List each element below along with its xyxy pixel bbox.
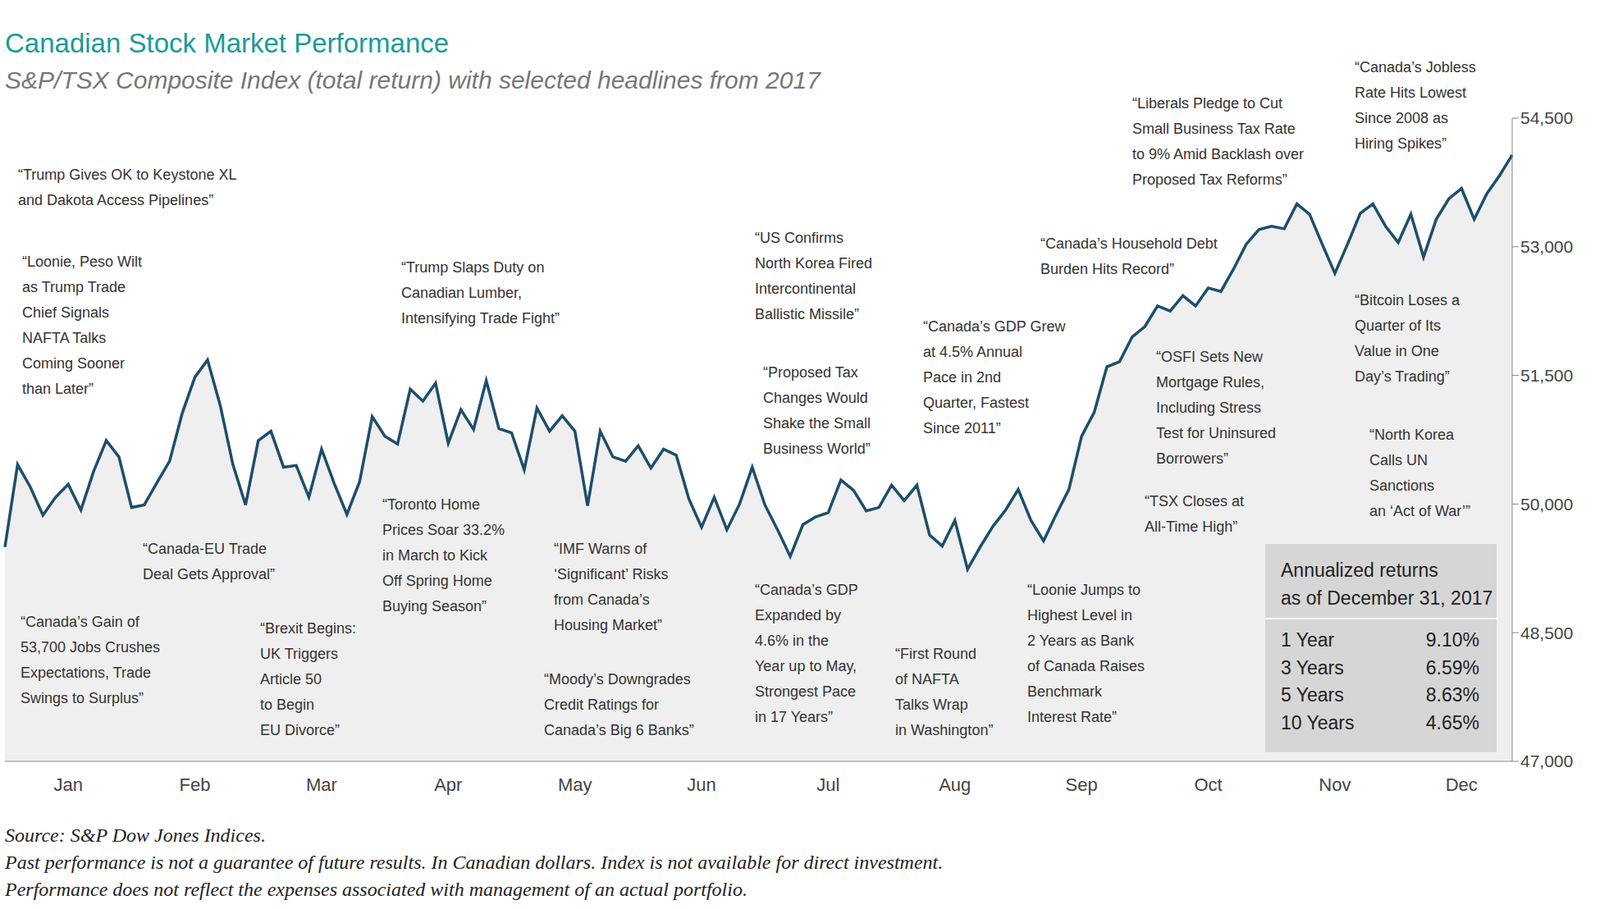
svg-text:53,000: 53,000	[1520, 237, 1573, 256]
svg-text:9.10%: 9.10%	[1426, 629, 1480, 651]
svg-text:“TSX Closes atAll-Time High”: “TSX Closes atAll-Time High”	[1144, 493, 1244, 535]
svg-text:“Canada’s Household DebtBurden: “Canada’s Household DebtBurden Hits Reco…	[1040, 235, 1218, 278]
svg-text:Jul: Jul	[816, 774, 840, 796]
svg-text:Past performance is not a guar: Past performance is not a guarantee of f…	[6, 851, 943, 874]
svg-text:“Canada’s GDP Grewat 4.5% Annu: “Canada’s GDP Grewat 4.5% AnnualPace in …	[923, 318, 1066, 437]
svg-text:May: May	[557, 774, 593, 796]
svg-text:1 Year: 1 Year	[1280, 629, 1335, 651]
svg-text:48,500: 48,500	[1520, 623, 1573, 643]
svg-text:“Brexit Begins:UK TriggersArti: “Brexit Begins:UK TriggersArticle 50to B…	[260, 620, 357, 739]
svg-text:Performance does not reflect t: Performance does not reflect the expense…	[6, 878, 748, 901]
svg-text:“Bitcoin Loses aQuarter of Its: “Bitcoin Loses aQuarter of ItsValue in O…	[1354, 292, 1461, 385]
svg-text:3 Years: 3 Years	[1280, 657, 1344, 679]
svg-text:“Trump Gives OK to Keystone XL: “Trump Gives OK to Keystone XLand Dakota…	[18, 166, 237, 209]
svg-text:Jan: Jan	[53, 774, 83, 796]
svg-text:“Loonie Jumps toHighest Level: “Loonie Jumps toHighest Level in2 Years …	[1027, 581, 1145, 726]
svg-text:“Toronto HomePrices Soar 33.2%: “Toronto HomePrices Soar 33.2%in March t…	[382, 496, 505, 615]
svg-text:“Trump Slaps Duty onCanadian L: “Trump Slaps Duty onCanadian Lumber,Inte…	[401, 259, 560, 327]
svg-text:54,500: 54,500	[1520, 108, 1573, 128]
svg-text:6.59%: 6.59%	[1426, 657, 1480, 679]
svg-text:Oct: Oct	[1193, 774, 1222, 796]
svg-text:8.63%: 8.63%	[1426, 684, 1480, 706]
svg-text:“North KoreaCalls UNSanctionsa: “North KoreaCalls UNSanctionsan ‘Act of …	[1369, 426, 1471, 520]
svg-text:47,000: 47,000	[1520, 751, 1573, 771]
svg-text:“Proposed TaxChanges WouldShak: “Proposed TaxChanges WouldShake the Smal…	[763, 364, 871, 458]
svg-text:Jun: Jun	[686, 774, 716, 796]
svg-text:4.65%: 4.65%	[1426, 712, 1480, 734]
svg-text:“OSFI Sets NewMortgage Rules,I: “OSFI Sets NewMortgage Rules,Including S…	[1156, 348, 1276, 467]
svg-text:as of December 31, 2017: as of December 31, 2017	[1280, 587, 1493, 609]
svg-text:Nov: Nov	[1318, 774, 1351, 796]
svg-text:Apr: Apr	[434, 774, 462, 796]
svg-text:Aug: Aug	[938, 774, 971, 796]
svg-text:50,000: 50,000	[1520, 494, 1573, 514]
svg-text:Mar: Mar	[306, 774, 338, 796]
svg-text:Dec: Dec	[1445, 774, 1478, 796]
svg-text:5 Years: 5 Years	[1280, 684, 1344, 706]
svg-text:“Liberals Pledge to CutSmall B: “Liberals Pledge to CutSmall Business Ta…	[1132, 95, 1304, 188]
svg-text:“IMF Warns of‘Significant’ Ris: “IMF Warns of‘Significant’ Risksfrom Can…	[553, 540, 668, 634]
svg-text:Feb: Feb	[179, 774, 211, 796]
svg-text:“Canada’s JoblessRate Hits Low: “Canada’s JoblessRate Hits LowestSince 2…	[1354, 59, 1477, 152]
svg-text:Annualized returns: Annualized returns	[1280, 559, 1439, 581]
svg-text:“Canada-EU TradeDeal Gets Appr: “Canada-EU TradeDeal Gets Approval”	[142, 540, 275, 583]
svg-text:“Canada’s Gain of53,700 Jobs C: “Canada’s Gain of53,700 Jobs CrushesExpe…	[20, 613, 160, 707]
svg-text:“Canada’s GDPExpanded by4.6% i: “Canada’s GDPExpanded by4.6% in theYear …	[754, 581, 859, 726]
svg-text:Canadian Stock Market Performa: Canadian Stock Market Performance	[6, 27, 449, 59]
svg-text:Sep: Sep	[1065, 774, 1098, 796]
svg-text:S&P/TSX Composite Index (total: S&P/TSX Composite Index (total return) w…	[6, 66, 822, 94]
svg-text:“Loonie, Peso Wiltas Trump Tra: “Loonie, Peso Wiltas Trump TradeChief Si…	[22, 253, 142, 398]
svg-text:“First Roundof NAFTATalks Wrap: “First Roundof NAFTATalks Wrapin Washing…	[895, 645, 993, 739]
svg-text:“US ConfirmsNorth Korea FiredI: “US ConfirmsNorth Korea FiredIntercontin…	[754, 229, 873, 323]
svg-text:“Moody’s DowngradesCredit Rati: “Moody’s DowngradesCredit Ratings forCan…	[544, 671, 695, 739]
svg-text:10 Years: 10 Years	[1280, 712, 1355, 734]
svg-text:Source: S&P Dow Jones Indices.: Source: S&P Dow Jones Indices.	[6, 824, 266, 846]
svg-text:51,500: 51,500	[1520, 365, 1573, 385]
